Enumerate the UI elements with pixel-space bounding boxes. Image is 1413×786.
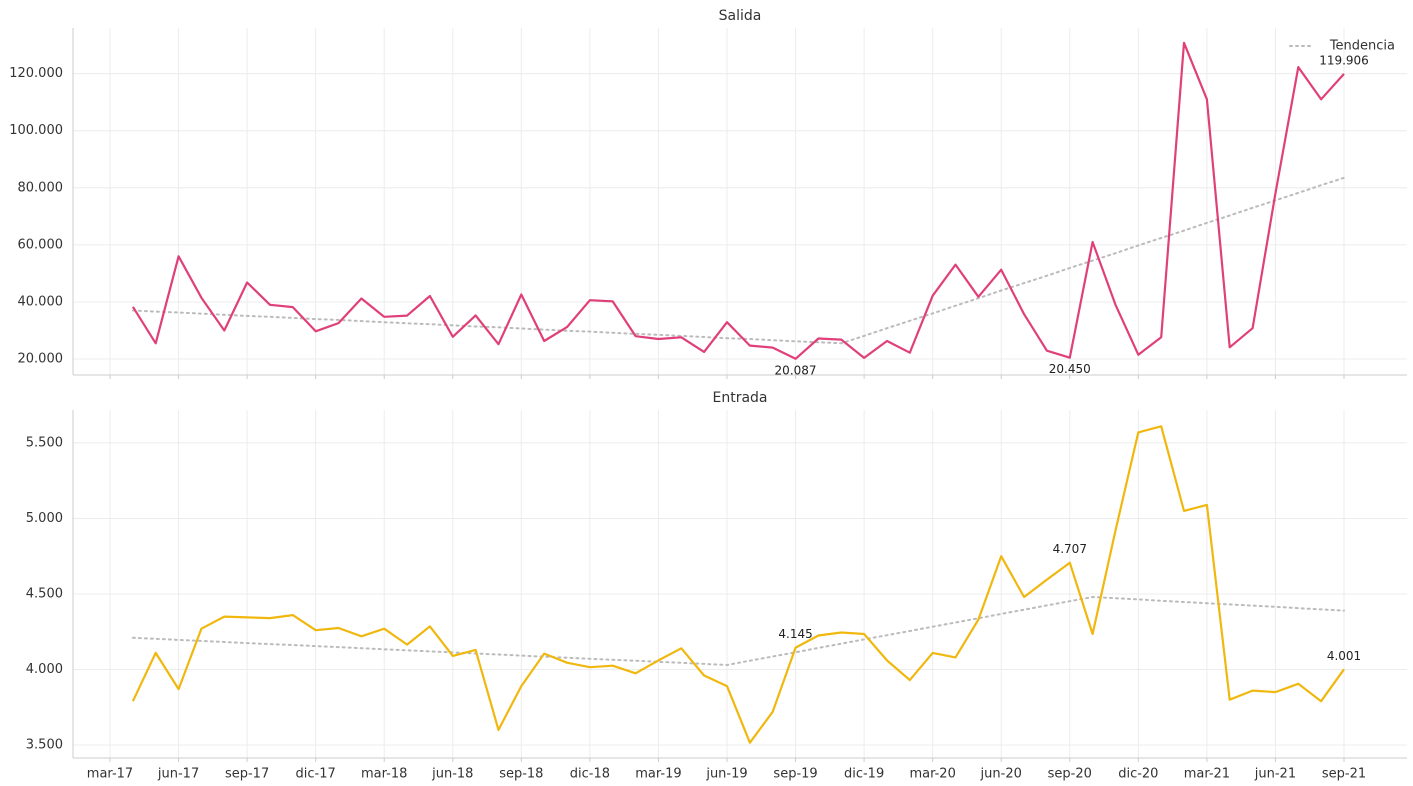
x-tick-label: sep-18 (499, 767, 543, 782)
y-tick-label: 20.000 (18, 352, 64, 367)
y-tick-label: 60.000 (18, 237, 64, 252)
x-tick-label: jun-21 (1254, 767, 1296, 782)
y-tick-label: 100.000 (9, 123, 63, 138)
x-tick-label: sep-17 (225, 767, 269, 782)
y-tick-label: 5.500 (26, 435, 63, 450)
value-label: 119.906 (1319, 53, 1369, 67)
y-tick-label: 4.000 (26, 662, 63, 677)
y-tick-label: 80.000 (18, 180, 64, 195)
x-tick-label: jun-17 (157, 767, 199, 782)
data-line (131, 41, 1345, 360)
y-tick-label: 4.500 (26, 586, 63, 601)
x-tick-label: mar-17 (87, 767, 133, 782)
x-tick-label: dic-18 (570, 767, 610, 782)
y-tick-label: 3.500 (26, 738, 63, 753)
value-label: 4.707 (1053, 542, 1087, 556)
x-tick-label: sep-20 (1048, 767, 1092, 782)
trend-line (131, 596, 1345, 666)
value-label: 4.001 (1327, 649, 1361, 663)
y-tick-label: 5.000 (26, 511, 63, 526)
x-tick-label: jun-19 (705, 767, 747, 782)
chart-title: Salida (719, 8, 762, 24)
x-tick-label: mar-19 (635, 767, 681, 782)
value-label: 20.450 (1049, 362, 1091, 376)
x-tick-label: jun-18 (431, 767, 473, 782)
x-tick-label: mar-20 (909, 767, 955, 782)
x-tick-label: dic-19 (844, 767, 884, 782)
x-tick-label: jun-20 (980, 767, 1022, 782)
y-tick-label: 120.000 (9, 66, 63, 81)
x-tick-label: sep-19 (773, 767, 817, 782)
value-label: 20.087 (775, 363, 817, 377)
trend-line (131, 176, 1345, 345)
legend-label: Tendencia (1329, 39, 1395, 54)
data-line (131, 425, 1345, 744)
chart-title: Entrada (712, 390, 767, 406)
x-tick-label: dic-20 (1118, 767, 1158, 782)
y-tick-label: 40.000 (18, 294, 64, 309)
x-tick-label: sep-21 (1322, 767, 1366, 782)
x-tick-label: mar-18 (361, 767, 407, 782)
x-tick-label: mar-21 (1184, 767, 1230, 782)
value-label: 4.145 (778, 627, 812, 641)
x-tick-label: dic-17 (296, 767, 336, 782)
